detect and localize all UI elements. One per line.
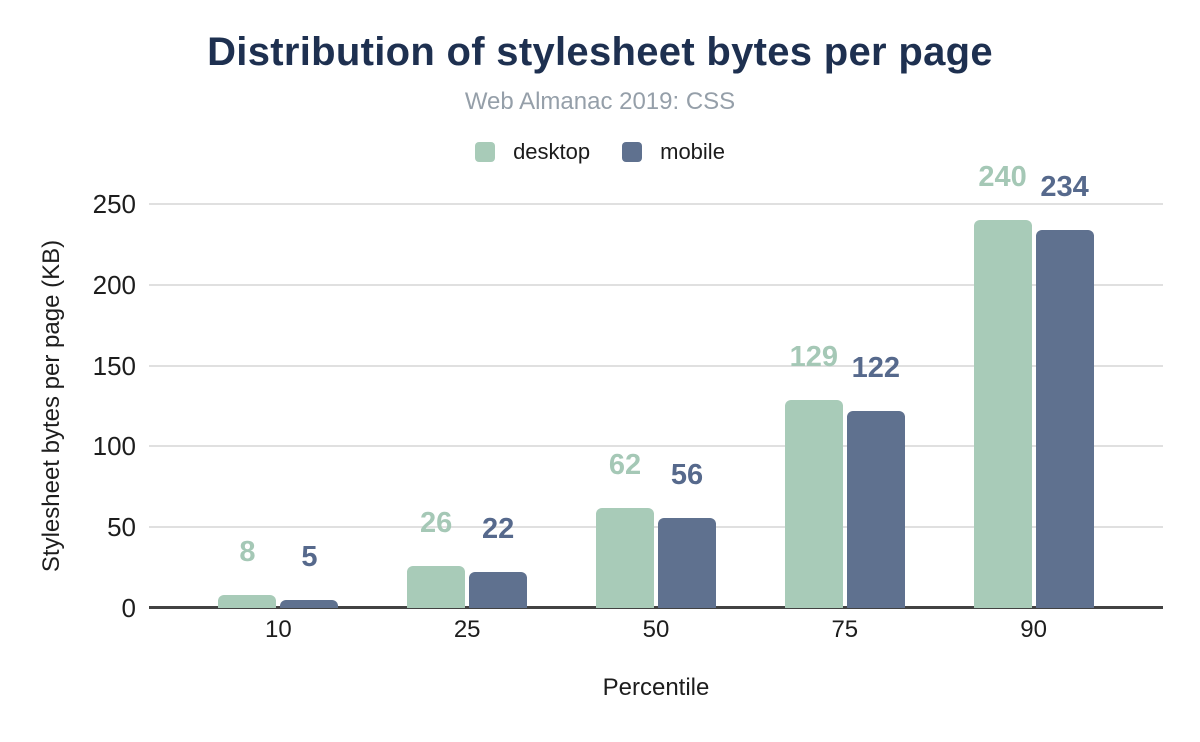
bar-desktop-p50 <box>596 507 654 608</box>
bar-desktop-p25 <box>407 565 466 608</box>
plot-area: Percentile 0 50 100 150 200 250 8 5 10 26 22 25 62 56… <box>93 163 1163 701</box>
value-label-mobile-p75: 122 <box>851 351 900 384</box>
value-label-desktop-p25: 26 <box>420 506 453 539</box>
bar-mobile-p10 <box>280 599 339 608</box>
legend-item-desktop: desktop <box>475 139 590 165</box>
legend-label-desktop: desktop <box>513 139 591 164</box>
chart-title: Distribution of stylesheet bytes per pag… <box>207 30 993 74</box>
bar-mobile-p25 <box>469 572 528 608</box>
value-label-desktop-p50: 62 <box>608 448 642 481</box>
gridline-50 <box>149 526 1163 529</box>
gridline-150 <box>149 364 1163 367</box>
y-tick-label-0: 0 <box>121 593 136 623</box>
legend-label-mobile: mobile <box>660 139 725 164</box>
value-label-desktop-p90: 240 <box>978 161 1027 194</box>
bar-desktop-p10 <box>218 595 277 608</box>
x-tick-label-90: 90 <box>1020 616 1047 643</box>
value-label-mobile-p10: 5 <box>301 540 318 573</box>
x-tick-label-75: 75 <box>831 616 859 643</box>
legend: desktop mobile <box>0 139 1200 165</box>
y-tick-label-200: 200 <box>92 269 136 300</box>
bar-mobile-p90 <box>1035 229 1094 608</box>
value-label-mobile-p90: 234 <box>1040 170 1089 203</box>
value-label-mobile-p25: 22 <box>482 513 515 546</box>
bar-mobile-p75 <box>846 410 905 608</box>
gridline-250 <box>149 203 1163 205</box>
x-axis-title: Percentile <box>602 674 710 701</box>
chart-subtitle: Web Almanac 2019: CSS <box>464 88 736 115</box>
x-axis-line <box>149 606 1163 609</box>
mobile-swatch-icon <box>622 142 643 162</box>
gridline-100 <box>149 445 1163 448</box>
legend-item-mobile: mobile <box>622 139 725 165</box>
y-tick-label-100: 100 <box>92 431 136 462</box>
bar-desktop-p75 <box>784 399 843 608</box>
x-tick-label-25: 25 <box>453 616 481 643</box>
bar-desktop-p90 <box>973 220 1032 608</box>
y-tick-label-150: 150 <box>92 350 136 381</box>
desktop-swatch-icon <box>475 142 496 162</box>
y-tick-label-50: 50 <box>107 512 136 543</box>
x-tick-label-10: 10 <box>265 616 292 643</box>
value-label-mobile-p50: 56 <box>670 458 704 491</box>
value-label-desktop-p10: 8 <box>239 536 256 569</box>
gridline-200 <box>149 283 1163 286</box>
bar-mobile-p50 <box>658 517 716 608</box>
y-tick-label-250: 250 <box>92 189 136 219</box>
x-tick-label-50: 50 <box>642 616 670 643</box>
value-label-desktop-p75: 129 <box>789 340 838 373</box>
